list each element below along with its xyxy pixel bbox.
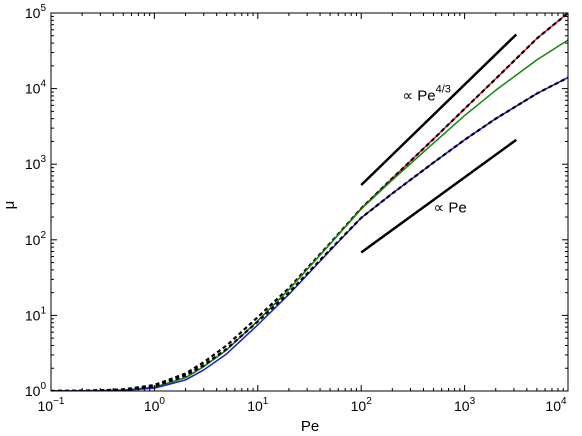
- series-line-6: [360, 138, 518, 254]
- annotation-layer: ∝ Pe4/3 ∝ Pe: [402, 83, 466, 216]
- y-tick-label: 100: [25, 381, 47, 399]
- annotation-0: ∝ Pe4/3: [402, 83, 451, 104]
- x-tick-label: 101: [247, 396, 269, 414]
- y-tick-label: 103: [25, 154, 47, 172]
- plot-frame: [50, 12, 569, 392]
- x-tick-label: 10−1: [38, 396, 65, 414]
- x-tick-label: 102: [351, 396, 373, 414]
- y-axis-label: μ: [1, 201, 18, 210]
- series-line-5: [360, 33, 518, 186]
- y-tick-label: 102: [25, 230, 47, 248]
- x-tick-label: 104: [545, 396, 567, 414]
- x-tick-label: 103: [454, 396, 476, 414]
- plot-background: [51, 13, 568, 391]
- y-tick-label: 105: [25, 3, 47, 21]
- y-tick-label: 101: [25, 305, 47, 323]
- x-axis-label: Pe: [301, 418, 319, 435]
- series-line-4: [51, 76, 568, 391]
- annotation-1: ∝ Pe: [433, 199, 466, 216]
- x-tick-label: 100: [144, 396, 166, 414]
- y-tick-label: 104: [25, 79, 47, 97]
